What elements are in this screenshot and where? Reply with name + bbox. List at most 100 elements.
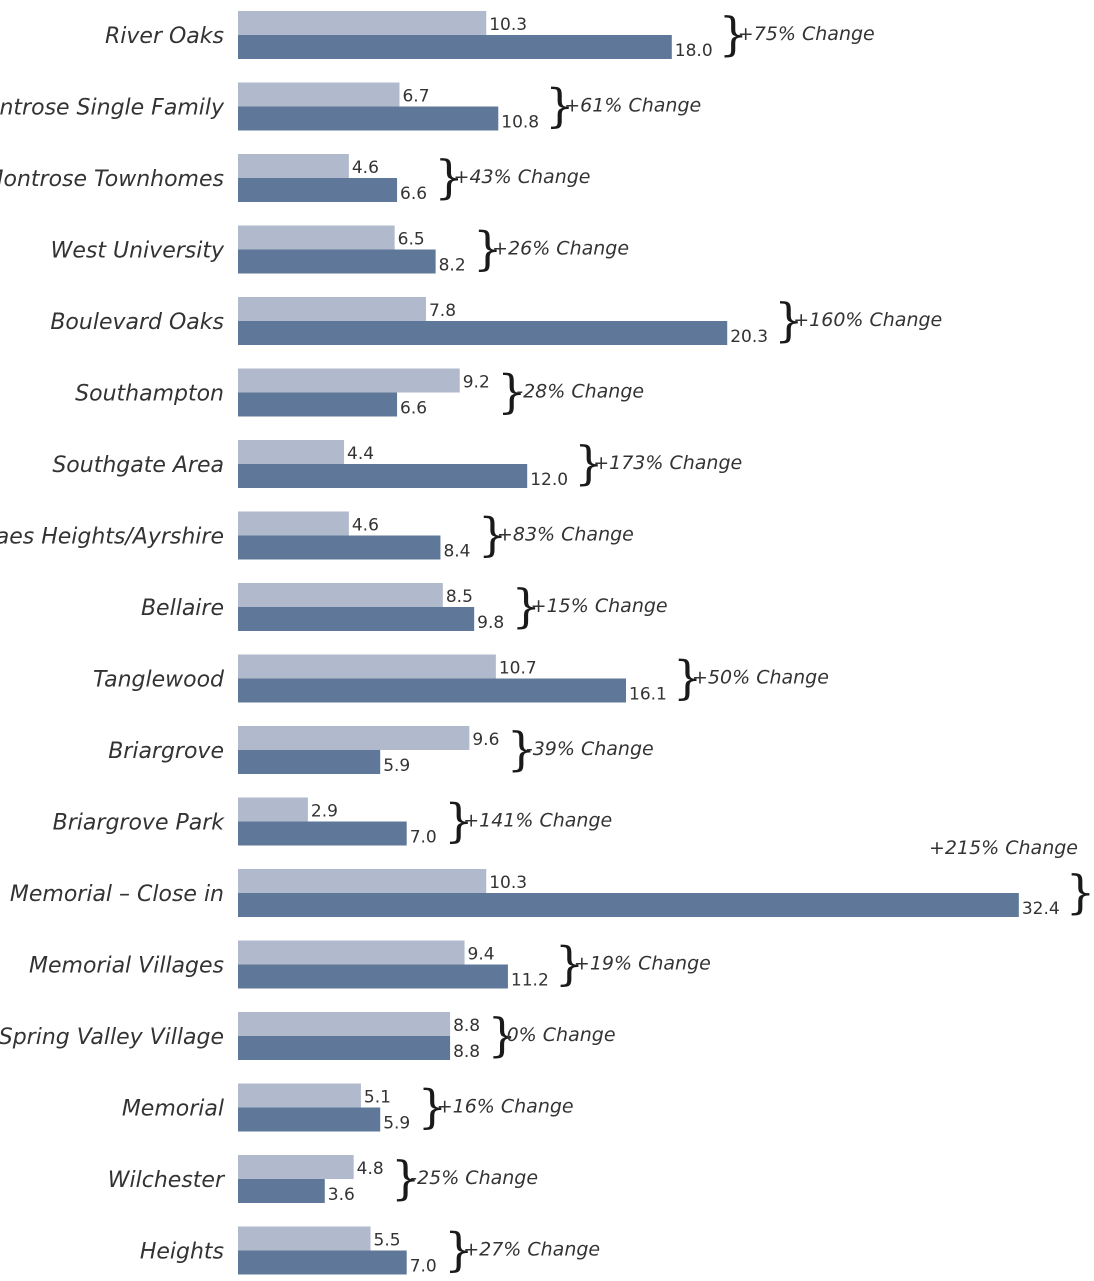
category-label: Montrose Single Family <box>0 96 225 121</box>
bar-series-1 <box>238 797 308 822</box>
bar-series-1 <box>238 726 470 750</box>
bar-group: Braes Heights/Ayrshire 4.6 8.4}+83% Change <box>0 508 634 562</box>
category-label: Memorial – Close in <box>10 882 224 907</box>
data-label-series-1: 10.3 <box>489 873 527 893</box>
brace: } <box>497 365 526 419</box>
change-annotation: +50% Change <box>692 667 829 689</box>
bar-series-1 <box>238 1012 451 1036</box>
bar-series-1 <box>238 940 465 965</box>
data-label-series-2: 6.6 <box>400 399 427 419</box>
bar-group: Wilchester 4.83.6}-25% Change <box>108 1151 538 1205</box>
data-label-series-1: 8.5 <box>446 587 473 607</box>
bar-group: Southampton 9.2 6.6}-28% Change <box>75 365 644 419</box>
change-annotation: +16% Change <box>437 1096 574 1118</box>
change-annotation: -25% Change <box>410 1167 538 1189</box>
change-annotation: 0% Change <box>507 1024 616 1046</box>
bar-series-1 <box>238 583 443 607</box>
bar-group: River Oaks 10.3 18.0}+75% Change <box>105 7 875 61</box>
bar-group: Montrose Single Family 6.7 10.8}+61% Chang… <box>0 79 701 133</box>
data-label-series-2: 8.8 <box>453 1042 480 1062</box>
data-label-series-1: 10.7 <box>499 659 537 679</box>
bar-series-2 <box>238 1179 325 1203</box>
data-label-series-2: 20.3 <box>730 327 768 347</box>
bar-group: Memorial 5.1 5.9}+16% Change <box>122 1080 574 1134</box>
brace: } <box>391 1151 420 1205</box>
change-annotation: +61% Change <box>564 95 701 117</box>
brace: } <box>444 794 473 848</box>
bar-group: Bellaire 8.59.8}+15% Change <box>141 579 668 633</box>
category-label: Southgate Area <box>52 453 224 478</box>
change-annotation: +43% Change <box>454 166 591 188</box>
bar-series-1 <box>238 1155 354 1179</box>
data-label-series-2: 12.0 <box>530 470 568 490</box>
category-label: West University <box>51 239 225 264</box>
bar-series-1 <box>238 368 460 393</box>
brace: } <box>719 7 748 61</box>
category-label: River Oaks <box>105 24 224 49</box>
bar-group: Montrose Townhomes 4.6 6.6}+43% Change <box>0 150 590 204</box>
bar-series-2 <box>238 1250 407 1275</box>
bar-group: Southgate Area 4.4 12.0}+173% Change <box>52 436 742 490</box>
bar-series-2 <box>238 249 436 274</box>
data-label-series-1: 9.4 <box>468 945 495 965</box>
bar-series-2 <box>238 178 398 202</box>
data-label-series-2: 3.6 <box>328 1185 355 1205</box>
bar-series-1 <box>238 869 487 893</box>
data-label-series-1: 5.5 <box>374 1231 401 1251</box>
change-annotation: +26% Change <box>492 238 629 260</box>
category-label: Wilchester <box>108 1168 226 1193</box>
bar-series-1 <box>238 11 487 35</box>
brace: } <box>435 150 464 204</box>
bar-series-2 <box>238 750 381 774</box>
data-label-series-1: 5.1 <box>364 1088 391 1108</box>
bar-series-2 <box>238 607 475 631</box>
data-label-series-2: 32.4 <box>1022 899 1060 919</box>
data-label-series-1: 6.7 <box>402 87 429 107</box>
bar-group: Briargrove Park 2.9 7.0}+141% Change <box>53 794 613 848</box>
bar-group: Boulevard Oaks 7.8 20.3}+160% Change <box>50 293 942 347</box>
brace: } <box>507 722 536 776</box>
bar-group: Tanglewood 10.7 16.1}+50% Change <box>93 651 829 705</box>
category-label: Spring Valley Village <box>0 1025 224 1050</box>
bar-series-1 <box>238 225 395 250</box>
bar-series-2 <box>238 106 499 131</box>
category-label: Braes Heights/Ayrshire <box>0 525 224 550</box>
data-label-series-1: 4.4 <box>347 444 374 464</box>
data-label-series-1: 8.8 <box>453 1016 480 1036</box>
brace: } <box>488 1008 517 1062</box>
change-annotation: -28% Change <box>516 381 644 403</box>
change-annotation: +75% Change <box>738 23 875 45</box>
change-annotation: +83% Change <box>497 524 634 546</box>
bar-series-2 <box>238 35 672 59</box>
data-label-series-1: 9.2 <box>463 373 490 393</box>
bar-series-2 <box>238 964 508 989</box>
bar-group: Spring Valley Village 8.8 8.8}0% Change <box>0 1008 616 1062</box>
data-label-series-2: 8.2 <box>439 256 466 276</box>
bar-series-2 <box>238 678 627 703</box>
bar-series-1 <box>238 654 496 679</box>
brace: } <box>473 222 502 276</box>
bar-series-2 <box>238 464 528 488</box>
change-annotation: +215% Change <box>929 837 1078 859</box>
category-label: Briargrove <box>108 739 224 764</box>
change-annotation: +19% Change <box>574 953 711 975</box>
brace: } <box>774 293 803 347</box>
category-label: Bellaire <box>141 596 224 621</box>
category-label: Tanglewood <box>93 668 225 693</box>
bar-series-2 <box>238 1107 381 1132</box>
bar-series-2 <box>238 321 728 345</box>
change-annotation: +141% Change <box>463 810 612 832</box>
change-annotation: +27% Change <box>463 1239 600 1261</box>
brace: } <box>574 436 603 490</box>
category-label: Briargrove Park <box>53 811 226 836</box>
data-label-series-2: 7.0 <box>410 1257 437 1277</box>
change-annotation: +173% Change <box>593 452 742 474</box>
bar-group: West University 6.5 8.2}+26% Change <box>51 222 629 276</box>
data-label-series-2: 9.8 <box>477 613 504 633</box>
bar-series-1 <box>238 1083 361 1108</box>
bar-series-2 <box>238 392 398 417</box>
data-label-series-1: 6.5 <box>398 230 425 250</box>
brace: } <box>1066 865 1094 919</box>
bar-series-2 <box>238 535 441 560</box>
bar-series-1 <box>238 82 400 107</box>
